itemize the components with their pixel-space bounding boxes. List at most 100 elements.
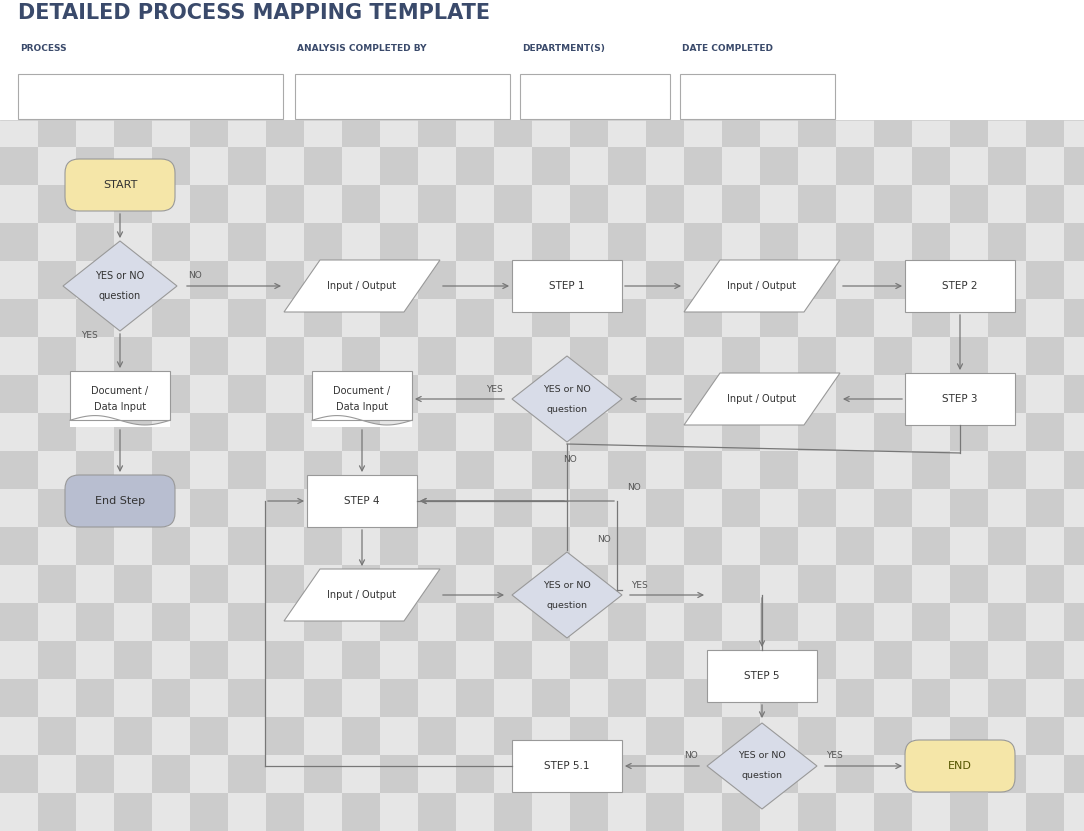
Bar [1025,527,1064,565]
Bar [608,261,646,299]
Bar [190,679,228,717]
Bar [1025,755,1064,793]
Bar [722,299,760,337]
Bar [646,223,684,261]
Bar [646,451,684,489]
Bar [228,299,266,337]
Bar [684,185,722,223]
Bar [836,755,874,793]
Bar [608,527,646,565]
Bar [380,109,418,147]
Bar [760,641,798,679]
Bar [1064,679,1084,717]
Bar [836,565,874,603]
Bar [912,261,950,299]
Bar [266,793,304,831]
Bar [190,223,228,261]
Bar [341,261,380,299]
Bar [874,299,912,337]
Bar [646,375,684,413]
Bar [304,451,341,489]
Text: YES: YES [826,751,842,760]
Bar [836,147,874,185]
Bar [1064,299,1084,337]
Bar [418,261,456,299]
Bar [76,641,114,679]
Bar [570,337,608,375]
Bar [950,489,988,527]
Bar [988,375,1025,413]
Bar [380,717,418,755]
Bar [456,641,494,679]
Bar [456,489,494,527]
Bar [950,679,988,717]
Bar [1025,147,1064,185]
Bar [152,679,190,717]
Bar [570,413,608,451]
Bar [114,223,152,261]
Bar [836,223,874,261]
Bar [570,679,608,717]
Bar [874,527,912,565]
Text: NO: NO [597,535,610,544]
Bar [1064,147,1084,185]
Bar [988,793,1025,831]
Bar [266,337,304,375]
Polygon shape [284,569,440,621]
Bar [988,451,1025,489]
Bar [380,451,418,489]
Bar [1064,451,1084,489]
Bar [874,413,912,451]
Bar [418,489,456,527]
Bar [76,375,114,413]
Bar [836,109,874,147]
Bar [380,261,418,299]
Polygon shape [684,260,840,312]
Bar [950,451,988,489]
Bar [912,109,950,147]
Bar [114,413,152,451]
Bar [304,261,341,299]
Bar [190,375,228,413]
Bar [38,337,76,375]
Bar [0,261,38,299]
Bar [76,489,114,527]
Bar [114,793,152,831]
Bar [950,717,988,755]
Bar [707,650,817,702]
Bar [798,185,836,223]
Bar [874,109,912,147]
Bar [494,185,532,223]
Bar [114,261,152,299]
Bar [532,185,570,223]
Bar [570,603,608,641]
Bar [722,755,760,793]
Bar [152,109,190,147]
Bar [76,527,114,565]
Bar [456,755,494,793]
Bar [76,147,114,185]
Text: PROCESS: PROCESS [20,44,66,53]
Bar [798,489,836,527]
Bar [114,299,152,337]
Bar [190,641,228,679]
Bar [760,717,798,755]
Bar [836,679,874,717]
Bar [228,565,266,603]
Bar [228,223,266,261]
Bar [456,527,494,565]
Bar [760,299,798,337]
Bar [190,109,228,147]
Bar [532,223,570,261]
Bar [152,565,190,603]
Bar [304,793,341,831]
Bar [760,147,798,185]
Text: YES or NO: YES or NO [738,751,786,760]
Bar [722,641,760,679]
Bar [608,489,646,527]
Bar [798,109,836,147]
Bar [418,223,456,261]
Polygon shape [512,552,622,638]
Bar [950,337,988,375]
Bar [380,679,418,717]
